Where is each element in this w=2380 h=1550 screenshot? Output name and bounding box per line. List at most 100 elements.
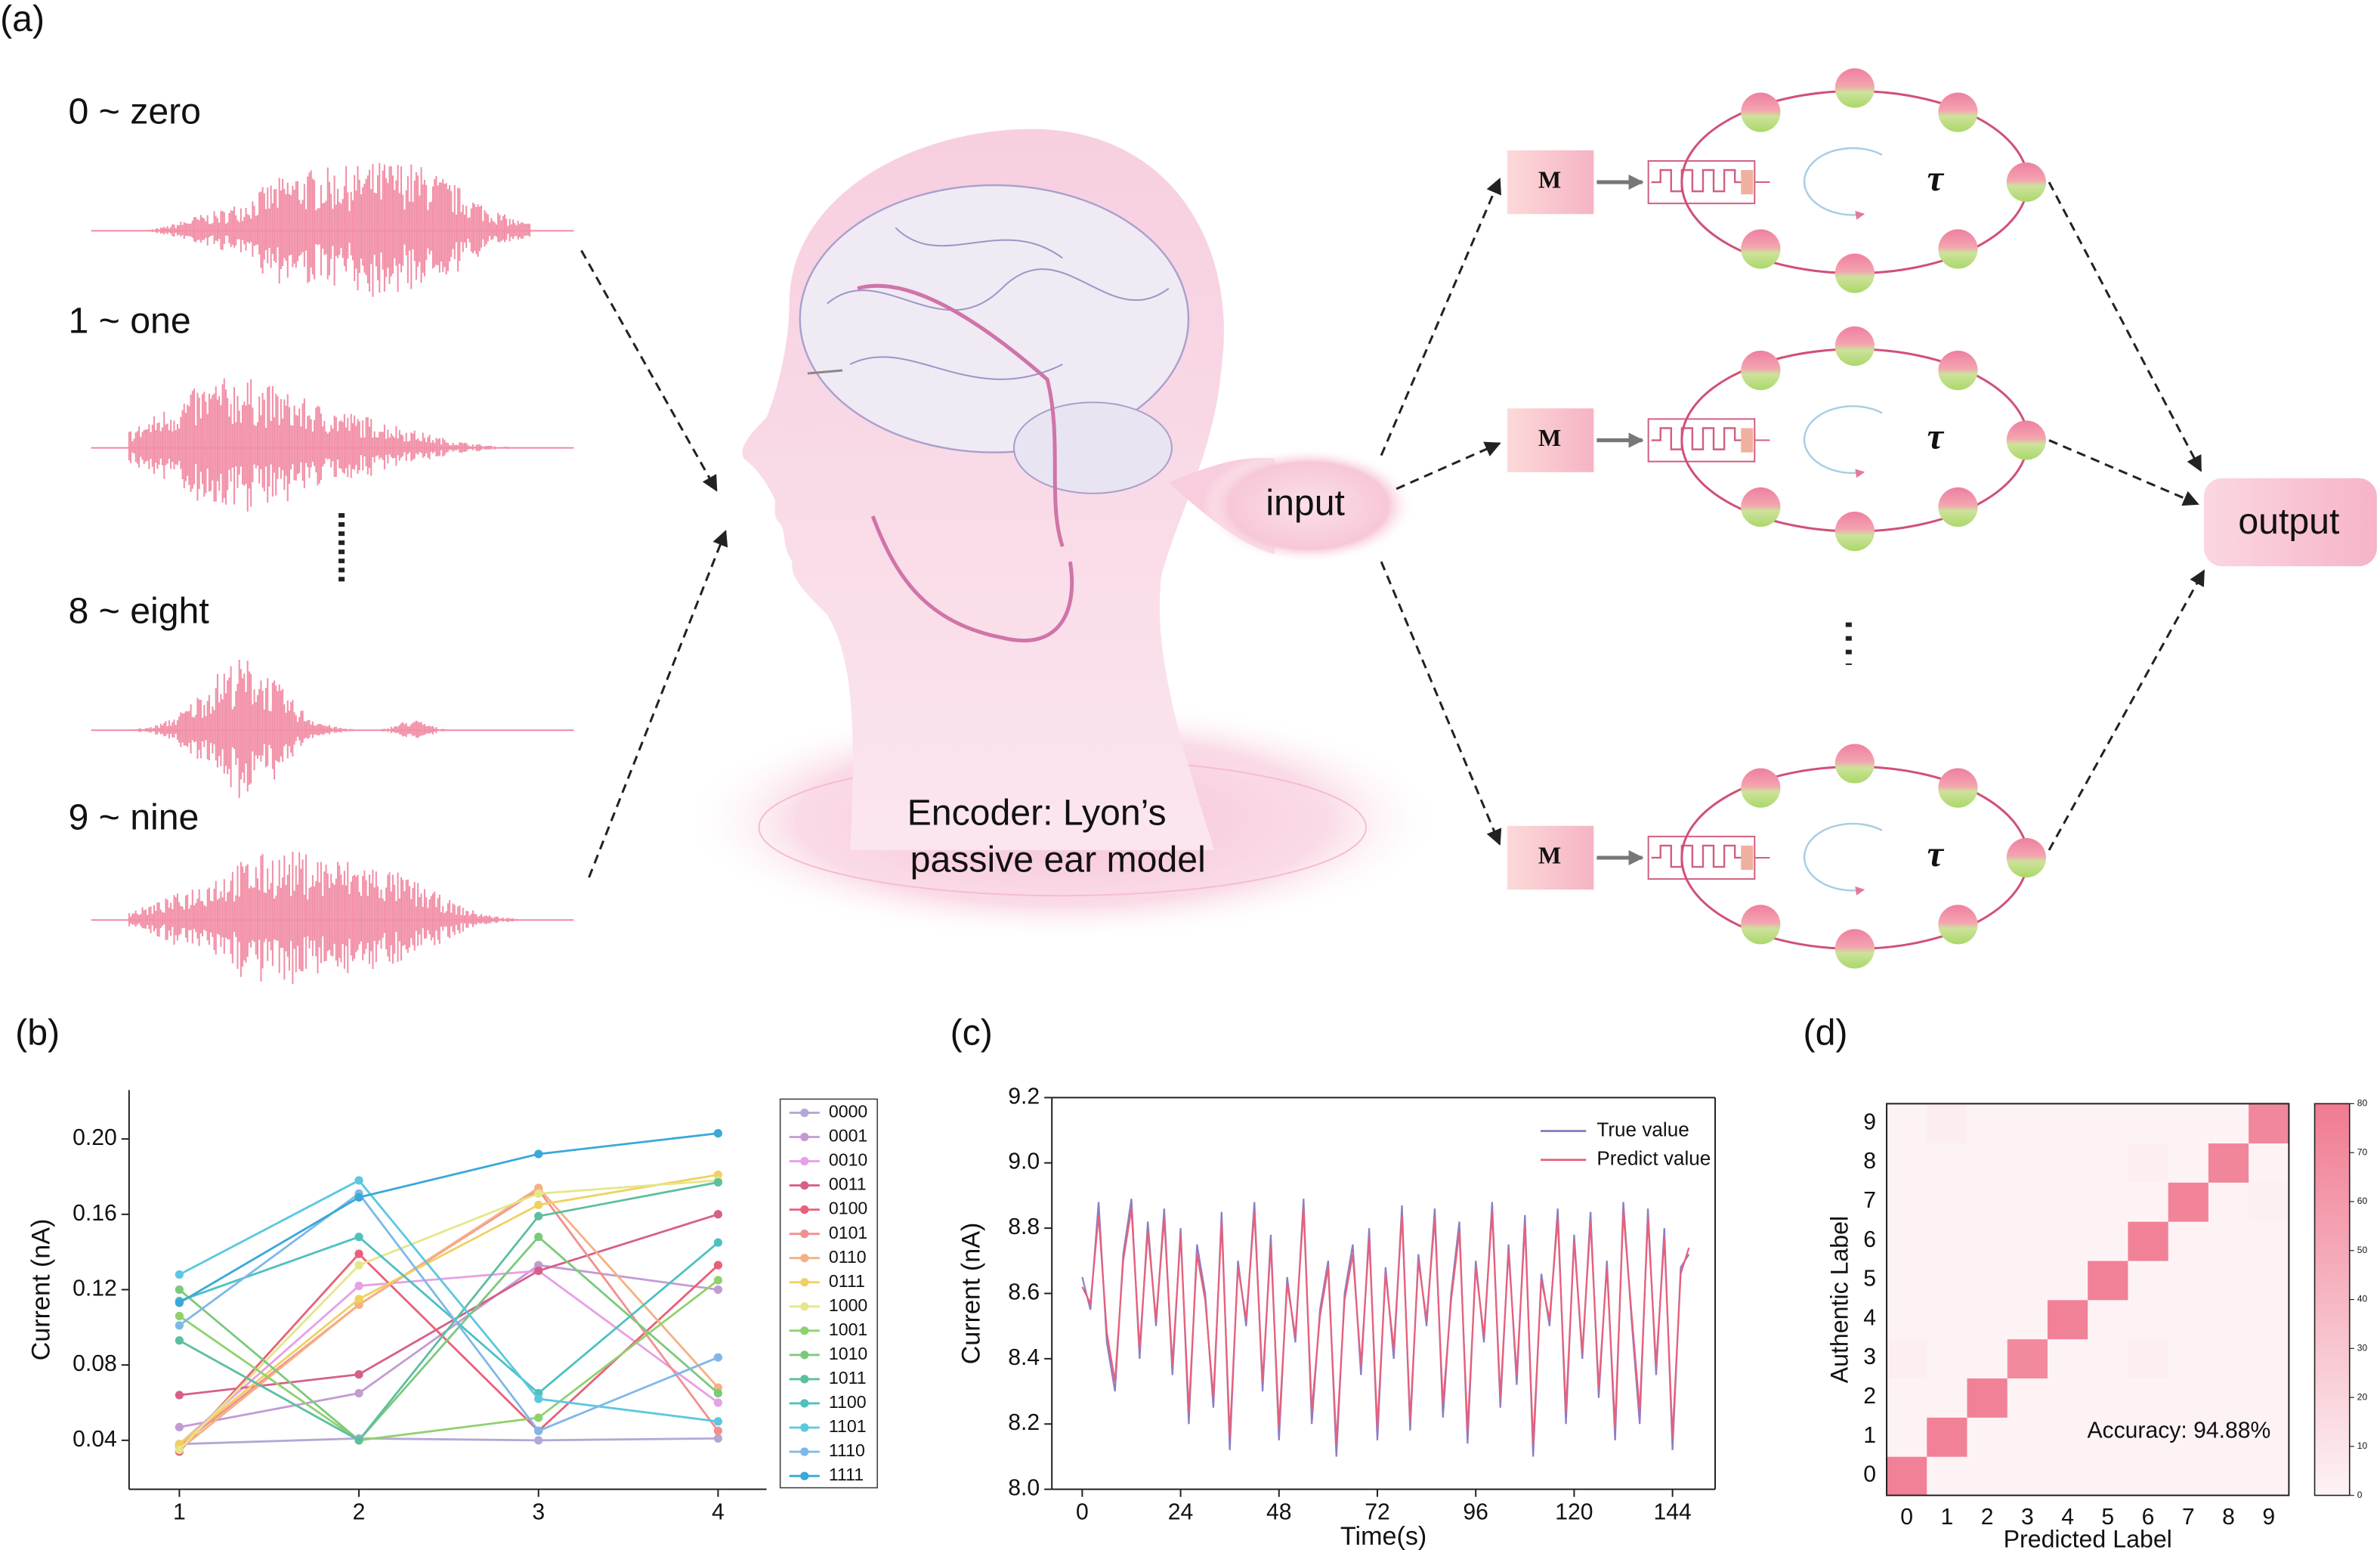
data-point: [354, 1436, 363, 1445]
node: [1834, 929, 1875, 969]
data-point: [534, 1436, 543, 1445]
legend-label: 0011: [829, 1174, 867, 1194]
legend-marker: [800, 1205, 809, 1214]
node: [1741, 229, 1781, 269]
heatmap-cell: [1927, 1143, 1968, 1183]
tau-label: τ: [1927, 159, 1945, 199]
arrow: [580, 249, 718, 492]
legend-marker: [800, 1423, 809, 1432]
cycle-arrow: [1803, 405, 1883, 478]
legend-label: 0101: [829, 1223, 867, 1242]
heatmap-cell: [2007, 1221, 2048, 1261]
arrow: [1380, 561, 1502, 846]
heatmap-cell: [2208, 1182, 2249, 1222]
heatmap-cell: [2249, 1417, 2290, 1457]
heatmap-cell: [2208, 1260, 2249, 1301]
y-tick-label: 3: [1863, 1344, 1876, 1369]
legend-marker: [800, 1180, 809, 1190]
heatmap-cell: [2249, 1182, 2290, 1222]
electrode: [1651, 169, 1746, 193]
data-point: [534, 1394, 543, 1403]
y-axis-label: Authentic Label: [1825, 1216, 1853, 1383]
heatmap-cell: [2007, 1182, 2048, 1222]
node: [1938, 351, 1978, 391]
legend-label: 1001: [829, 1320, 867, 1339]
word-label: 9 ~ nine: [68, 797, 199, 837]
heatmap-cell: [2168, 1182, 2209, 1222]
heatmap-cell: [1887, 1299, 1928, 1340]
y-tick-label: 9.0: [1008, 1149, 1040, 1174]
heatmap-cell: [1887, 1143, 1928, 1183]
y-tick-label: 8.6: [1008, 1279, 1040, 1304]
node: [1741, 351, 1781, 391]
heatmap-cell: [1887, 1260, 1928, 1301]
word-label: 1 ~ one: [68, 301, 190, 342]
series-line: [1081, 1199, 1690, 1457]
heatmap-cell: [1967, 1338, 2008, 1379]
node: [1834, 326, 1875, 367]
heatmap-cell: [1967, 1456, 2008, 1496]
y-tick-label: 0: [1863, 1462, 1876, 1487]
legend-marker: [800, 1447, 809, 1456]
heatmap-cell: [2128, 1143, 2169, 1183]
waveform: [128, 851, 518, 985]
node: [1938, 229, 1978, 269]
data-point: [175, 1422, 184, 1432]
legend-marker: [800, 1108, 809, 1118]
module-label: M: [1538, 166, 1561, 193]
node: [1834, 253, 1875, 293]
module-label: M: [1538, 424, 1561, 451]
arrow: [2048, 439, 2199, 506]
data-point: [354, 1281, 363, 1291]
heatmap-cell: [1967, 1143, 2008, 1183]
x-axis-label: Predicted Label: [2004, 1525, 2172, 1550]
legend-label: Predict value: [1596, 1147, 1711, 1170]
waveform: [131, 660, 446, 798]
x-tick-label: 4: [712, 1500, 725, 1525]
heatmap-cell: [1887, 1221, 1928, 1261]
annotation: Accuracy: 94.88%: [2087, 1418, 2270, 1443]
heatmap-cell: [2168, 1417, 2209, 1457]
colorbar-tick-label: 0: [2357, 1490, 2363, 1500]
heatmap-cell: [2047, 1143, 2089, 1183]
x-tick-label: 8: [2222, 1505, 2235, 1530]
x-tick-label: 72: [1365, 1500, 1390, 1525]
y-tick-label: 8.0: [1008, 1476, 1040, 1501]
data-point: [713, 1210, 722, 1219]
colorbar-tick-label: 40: [2357, 1294, 2368, 1304]
x-tick-label: 7: [2182, 1505, 2195, 1530]
x-tick-label: 5: [2101, 1505, 2114, 1530]
heatmap-cell: [2088, 1378, 2129, 1418]
heatmap-cell: [1927, 1260, 1968, 1301]
node: [1834, 744, 1875, 784]
y-axis-label: Current (nA): [957, 1223, 986, 1365]
node: [2006, 162, 2046, 203]
y-axis-label: Current (nA): [26, 1219, 55, 1361]
data-point: [354, 1295, 363, 1304]
heatmap-cell: [1927, 1299, 1968, 1340]
series-line: [178, 1132, 719, 1304]
cerebellum: [1012, 401, 1173, 494]
data-point: [175, 1285, 184, 1295]
heatmap-cell: [2088, 1260, 2129, 1301]
heatmap-cell: [2088, 1143, 2129, 1183]
x-tick-label: 3: [532, 1500, 545, 1525]
data-point: [713, 1398, 722, 1407]
word-label: 8 ~ eight: [68, 590, 209, 631]
heatmap-cell: [2007, 1260, 2048, 1301]
y-tick-label: 1: [1863, 1423, 1876, 1448]
brain-folds: [827, 227, 1170, 380]
nerve: [857, 283, 1074, 643]
y-tick-label: 8.2: [1008, 1410, 1040, 1435]
input-blob: [1202, 447, 1415, 564]
data-point: [354, 1370, 363, 1379]
y-tick-label: 0.12: [73, 1276, 117, 1301]
data-point: [713, 1417, 722, 1426]
data-point: [713, 1276, 722, 1285]
tau-label: τ: [1927, 834, 1945, 874]
heatmap-cell: [2168, 1260, 2209, 1301]
heatmap-cell: [2088, 1417, 2129, 1457]
data-point: [354, 1233, 363, 1242]
heatmap-cell: [2249, 1260, 2290, 1301]
heatmap-cell: [1967, 1378, 2008, 1418]
